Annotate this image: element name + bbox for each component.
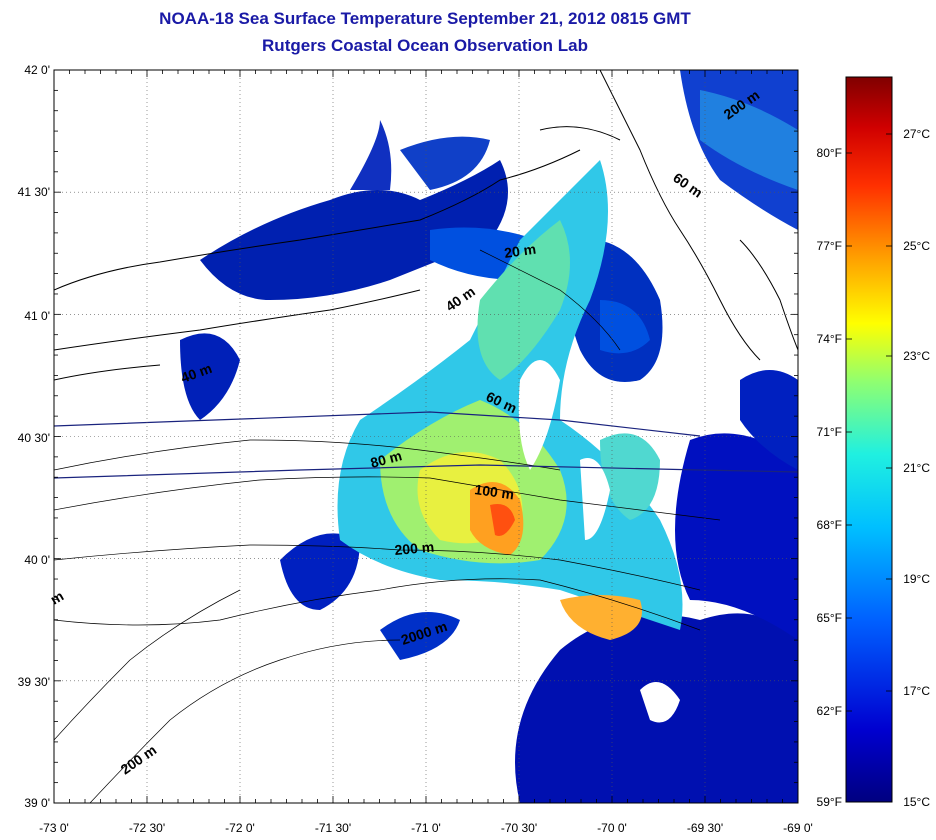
fahrenheit-label: 74°F <box>817 332 842 346</box>
lon-label: -71 30' <box>315 821 351 835</box>
lon-label: -70 0' <box>597 821 627 835</box>
fahrenheit-labels: 80°F 77°F 74°F 71°F 68°F 65°F 62°F 59°F <box>817 146 842 809</box>
lat-label: 40 30' <box>18 431 50 445</box>
fahrenheit-label: 68°F <box>817 518 842 532</box>
contour-label: 100 m <box>474 481 516 502</box>
lon-label: -69 30' <box>687 821 723 835</box>
map-ticks <box>53 69 799 804</box>
lat-label: 41 30' <box>18 185 50 199</box>
celsius-label: 25°C <box>903 239 930 253</box>
map-subtitle: Rutgers Coastal Ocean Observation Lab <box>262 36 588 55</box>
lon-label: -69 0' <box>783 821 813 835</box>
celsius-label: 17°C <box>903 684 930 698</box>
fahrenheit-label: 71°F <box>817 425 842 439</box>
bathymetry-contours <box>54 249 721 803</box>
fahrenheit-label: 77°F <box>817 239 842 253</box>
lat-label: 40 0' <box>24 553 50 567</box>
fahrenheit-label: 59°F <box>817 795 842 809</box>
contour-label: 20 m <box>503 241 537 261</box>
colorbar <box>845 76 893 803</box>
contour-label: 80 m <box>369 447 404 471</box>
sst-data-layer <box>180 70 798 803</box>
map-title: NOAA-18 Sea Surface Temperature Septembe… <box>159 9 691 28</box>
contour-label: 200 m <box>394 539 435 558</box>
lon-label: -72 30' <box>129 821 165 835</box>
celsius-label: 19°C <box>903 572 930 586</box>
celsius-label: 23°C <box>903 349 930 363</box>
latitude-labels: 42 0' 41 30' 41 0' 40 30' 40 0' 39 30' 3… <box>18 63 50 810</box>
lat-label: 39 30' <box>18 675 50 689</box>
celsius-label: 27°C <box>903 127 930 141</box>
fahrenheit-label: 80°F <box>817 146 842 160</box>
celsius-label: 21°C <box>903 461 930 475</box>
lat-label: 42 0' <box>24 63 50 77</box>
lat-label: 39 0' <box>24 796 50 810</box>
celsius-label: 15°C <box>903 795 930 809</box>
transect-lines <box>54 411 798 479</box>
coastline <box>54 70 798 381</box>
colorbar-ticks <box>846 133 892 803</box>
map-grid <box>54 70 798 803</box>
fahrenheit-label: 65°F <box>817 611 842 625</box>
fahrenheit-label: 62°F <box>817 704 842 718</box>
lat-label: 41 0' <box>24 309 50 323</box>
lon-label: -71 0' <box>411 821 441 835</box>
lon-label: -70 30' <box>501 821 537 835</box>
lon-label: -73 0' <box>39 821 69 835</box>
celsius-labels: 27°C 25°C 23°C 21°C 19°C 17°C 15°C <box>903 127 930 809</box>
longitude-labels: -73 0' -72 30' -72 0' -71 30' -71 0' -70… <box>39 821 813 835</box>
lon-label: -72 0' <box>225 821 255 835</box>
